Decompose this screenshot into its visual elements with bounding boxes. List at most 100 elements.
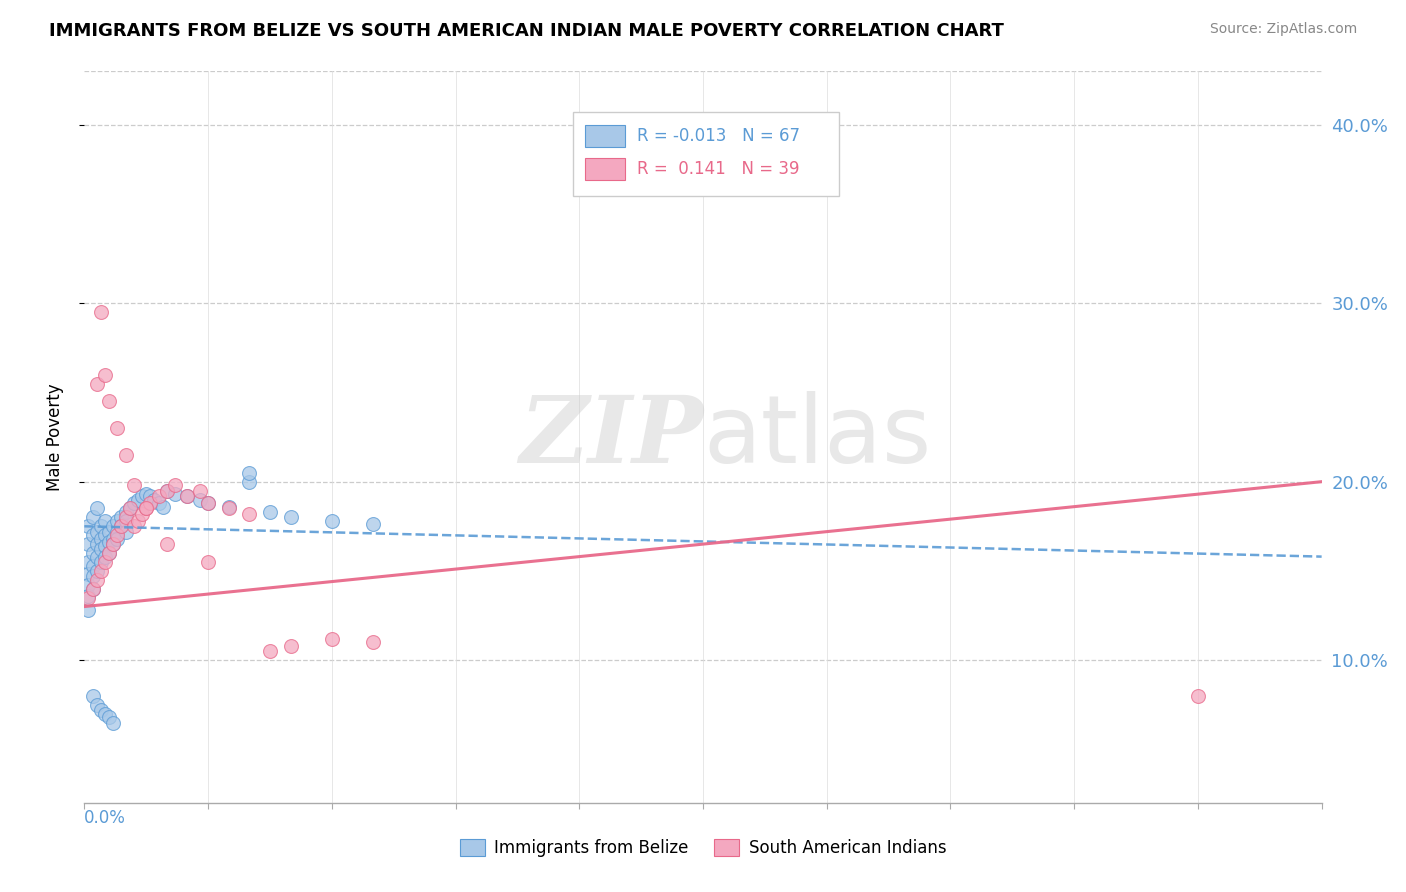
- Point: [86, 698, 108, 712]
- Point: [77, 519, 100, 533]
- Point: [90, 542, 112, 557]
- Text: R =  0.141   N = 39: R = 0.141 N = 39: [637, 160, 800, 178]
- Point: [114, 505, 136, 519]
- Text: IMMIGRANTS FROM BELIZE VS SOUTH AMERICAN INDIAN MALE POVERTY CORRELATION CHART: IMMIGRANTS FROM BELIZE VS SOUTH AMERICAN…: [49, 22, 1004, 40]
- Text: Source: ZipAtlas.com: Source: ZipAtlas.com: [1209, 22, 1357, 37]
- Point: [77, 537, 100, 551]
- Point: [152, 500, 174, 514]
- Point: [135, 501, 157, 516]
- Point: [86, 564, 108, 578]
- Point: [98, 535, 121, 549]
- Point: [103, 715, 125, 730]
- Point: [156, 537, 179, 551]
- Point: [90, 519, 112, 533]
- Point: [82, 569, 104, 583]
- Point: [122, 496, 145, 510]
- Point: [114, 524, 136, 539]
- Point: [176, 489, 198, 503]
- Point: [139, 496, 162, 510]
- Point: [86, 573, 108, 587]
- Text: R = -0.013   N = 67: R = -0.013 N = 67: [637, 127, 800, 145]
- Point: [77, 603, 100, 617]
- Point: [156, 483, 179, 498]
- Point: [77, 578, 100, 592]
- Point: [118, 501, 141, 516]
- Point: [105, 421, 128, 435]
- Point: [86, 537, 108, 551]
- Point: [103, 537, 125, 551]
- Point: [110, 519, 132, 533]
- Point: [94, 549, 117, 564]
- Point: [165, 478, 187, 492]
- Point: [86, 524, 108, 539]
- Point: [98, 546, 121, 560]
- Point: [90, 532, 112, 546]
- Point: [118, 501, 141, 516]
- Point: [165, 487, 187, 501]
- Point: [114, 510, 136, 524]
- Point: [139, 489, 162, 503]
- Legend: Immigrants from Belize, South American Indians: Immigrants from Belize, South American I…: [453, 832, 953, 864]
- Point: [90, 305, 112, 319]
- Point: [82, 528, 104, 542]
- Point: [94, 555, 117, 569]
- Point: [94, 528, 117, 542]
- Point: [1187, 689, 1209, 703]
- Point: [238, 507, 260, 521]
- Point: [90, 555, 112, 569]
- Point: [127, 514, 149, 528]
- Point: [82, 546, 104, 560]
- Point: [188, 492, 211, 507]
- Bar: [585, 125, 626, 146]
- Point: [94, 514, 117, 528]
- Point: [86, 501, 108, 516]
- Point: [135, 487, 157, 501]
- Point: [361, 635, 384, 649]
- Point: [103, 537, 125, 551]
- Point: [86, 376, 108, 391]
- Point: [103, 532, 125, 546]
- Point: [105, 524, 128, 539]
- Point: [176, 489, 198, 503]
- Point: [103, 519, 125, 533]
- Point: [98, 524, 121, 539]
- Point: [94, 706, 117, 721]
- Bar: [585, 158, 626, 179]
- Text: ZIP: ZIP: [519, 392, 703, 482]
- Point: [82, 582, 104, 596]
- Point: [131, 507, 153, 521]
- Point: [114, 514, 136, 528]
- Point: [238, 466, 260, 480]
- Point: [218, 500, 240, 514]
- Text: atlas: atlas: [703, 391, 931, 483]
- Point: [86, 549, 108, 564]
- Text: 0.0%: 0.0%: [84, 809, 127, 827]
- Point: [259, 644, 281, 658]
- Point: [77, 589, 100, 603]
- Point: [122, 478, 145, 492]
- Point: [197, 496, 219, 510]
- Point: [98, 394, 121, 409]
- Point: [90, 703, 112, 717]
- Point: [197, 496, 219, 510]
- Point: [82, 558, 104, 573]
- Point: [82, 510, 104, 524]
- Point: [110, 519, 132, 533]
- Point: [218, 501, 240, 516]
- Point: [94, 539, 117, 553]
- Point: [114, 448, 136, 462]
- Point: [127, 492, 149, 507]
- Point: [321, 514, 343, 528]
- Point: [148, 489, 170, 503]
- Point: [105, 532, 128, 546]
- Point: [238, 475, 260, 489]
- Point: [105, 514, 128, 528]
- Point: [105, 528, 128, 542]
- Point: [135, 501, 157, 516]
- Point: [90, 564, 112, 578]
- Point: [98, 710, 121, 724]
- Point: [148, 496, 170, 510]
- Point: [321, 632, 343, 646]
- Point: [280, 510, 302, 524]
- Point: [110, 510, 132, 524]
